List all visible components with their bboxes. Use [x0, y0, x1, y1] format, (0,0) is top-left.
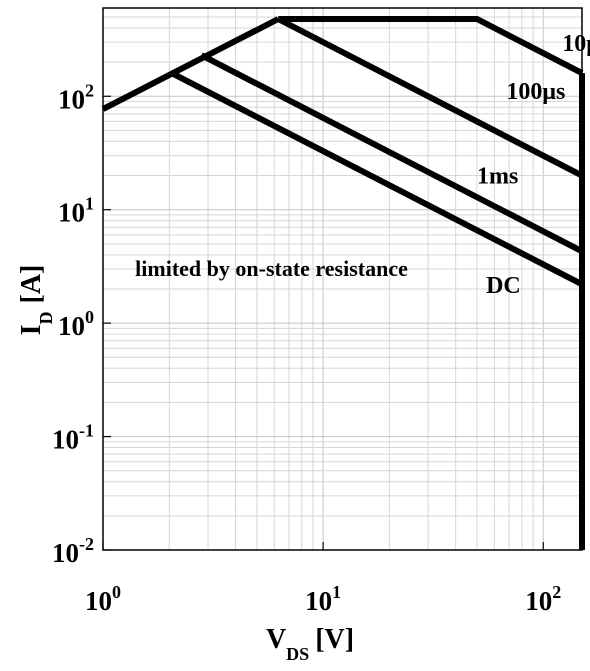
- x-axis-label: VDS [V]: [266, 624, 354, 664]
- series-line-1: [276, 16, 584, 179]
- y-tick-label: 100: [58, 307, 94, 341]
- series-label-3: DC: [486, 273, 521, 299]
- x-tick-label: 102: [525, 582, 561, 616]
- annotations: 10μs 100μs 1ms DC limited by on-state resist…: [135, 31, 590, 299]
- x-tick-base: 10: [525, 586, 552, 616]
- envelope-label: limited by on-state resistance: [135, 256, 408, 281]
- series-line-0: [278, 16, 584, 76]
- y-tick-exp: -2: [79, 534, 94, 554]
- series-line-3: [170, 70, 584, 287]
- x-axis-label-main: V: [266, 624, 286, 655]
- y-tick-exp: 1: [85, 194, 94, 214]
- x-tick-exp: 1: [332, 582, 341, 602]
- y-axis-label-unit: [A]: [16, 265, 47, 304]
- y-axis-label-main: I: [16, 324, 47, 335]
- y-tick-base: 10: [52, 538, 79, 568]
- y-axis-label: ID [A]: [16, 265, 56, 336]
- x-axis-label-sub: DS: [286, 644, 309, 664]
- x-tick-base: 10: [305, 586, 332, 616]
- x-tick-base: 10: [85, 586, 112, 616]
- x-tick-label: 101: [305, 582, 341, 616]
- y-tick-base: 10: [52, 425, 79, 455]
- x-axis-label-unit: [V]: [315, 624, 354, 655]
- series-label-1: 100μs: [506, 79, 565, 105]
- y-tick-label: 10-1: [52, 421, 94, 455]
- plot-frame: [102, 7, 583, 551]
- y-tick-base: 10: [58, 198, 85, 228]
- y-tick-exp: 2: [85, 80, 94, 100]
- y-tick-base: 10: [58, 311, 85, 341]
- series-label-0: 10μs: [562, 31, 590, 57]
- y-tick-exp: 0: [85, 307, 94, 327]
- y-axis-label-sub: D: [36, 311, 56, 324]
- x-tick-exp: 2: [552, 582, 561, 602]
- y-tick-label: 10-2: [52, 534, 94, 568]
- x-tick-exp: 0: [112, 582, 121, 602]
- series-label-2: 1ms: [477, 164, 518, 190]
- y-tick-exp: -1: [79, 421, 94, 441]
- envelope-line: [101, 16, 280, 112]
- x-tick-label: 100: [85, 582, 121, 616]
- y-tick-base: 10: [58, 84, 85, 114]
- series-line-2: [200, 52, 584, 254]
- y-tick-label: 102: [58, 80, 94, 114]
- y-tick-label: 101: [58, 194, 94, 228]
